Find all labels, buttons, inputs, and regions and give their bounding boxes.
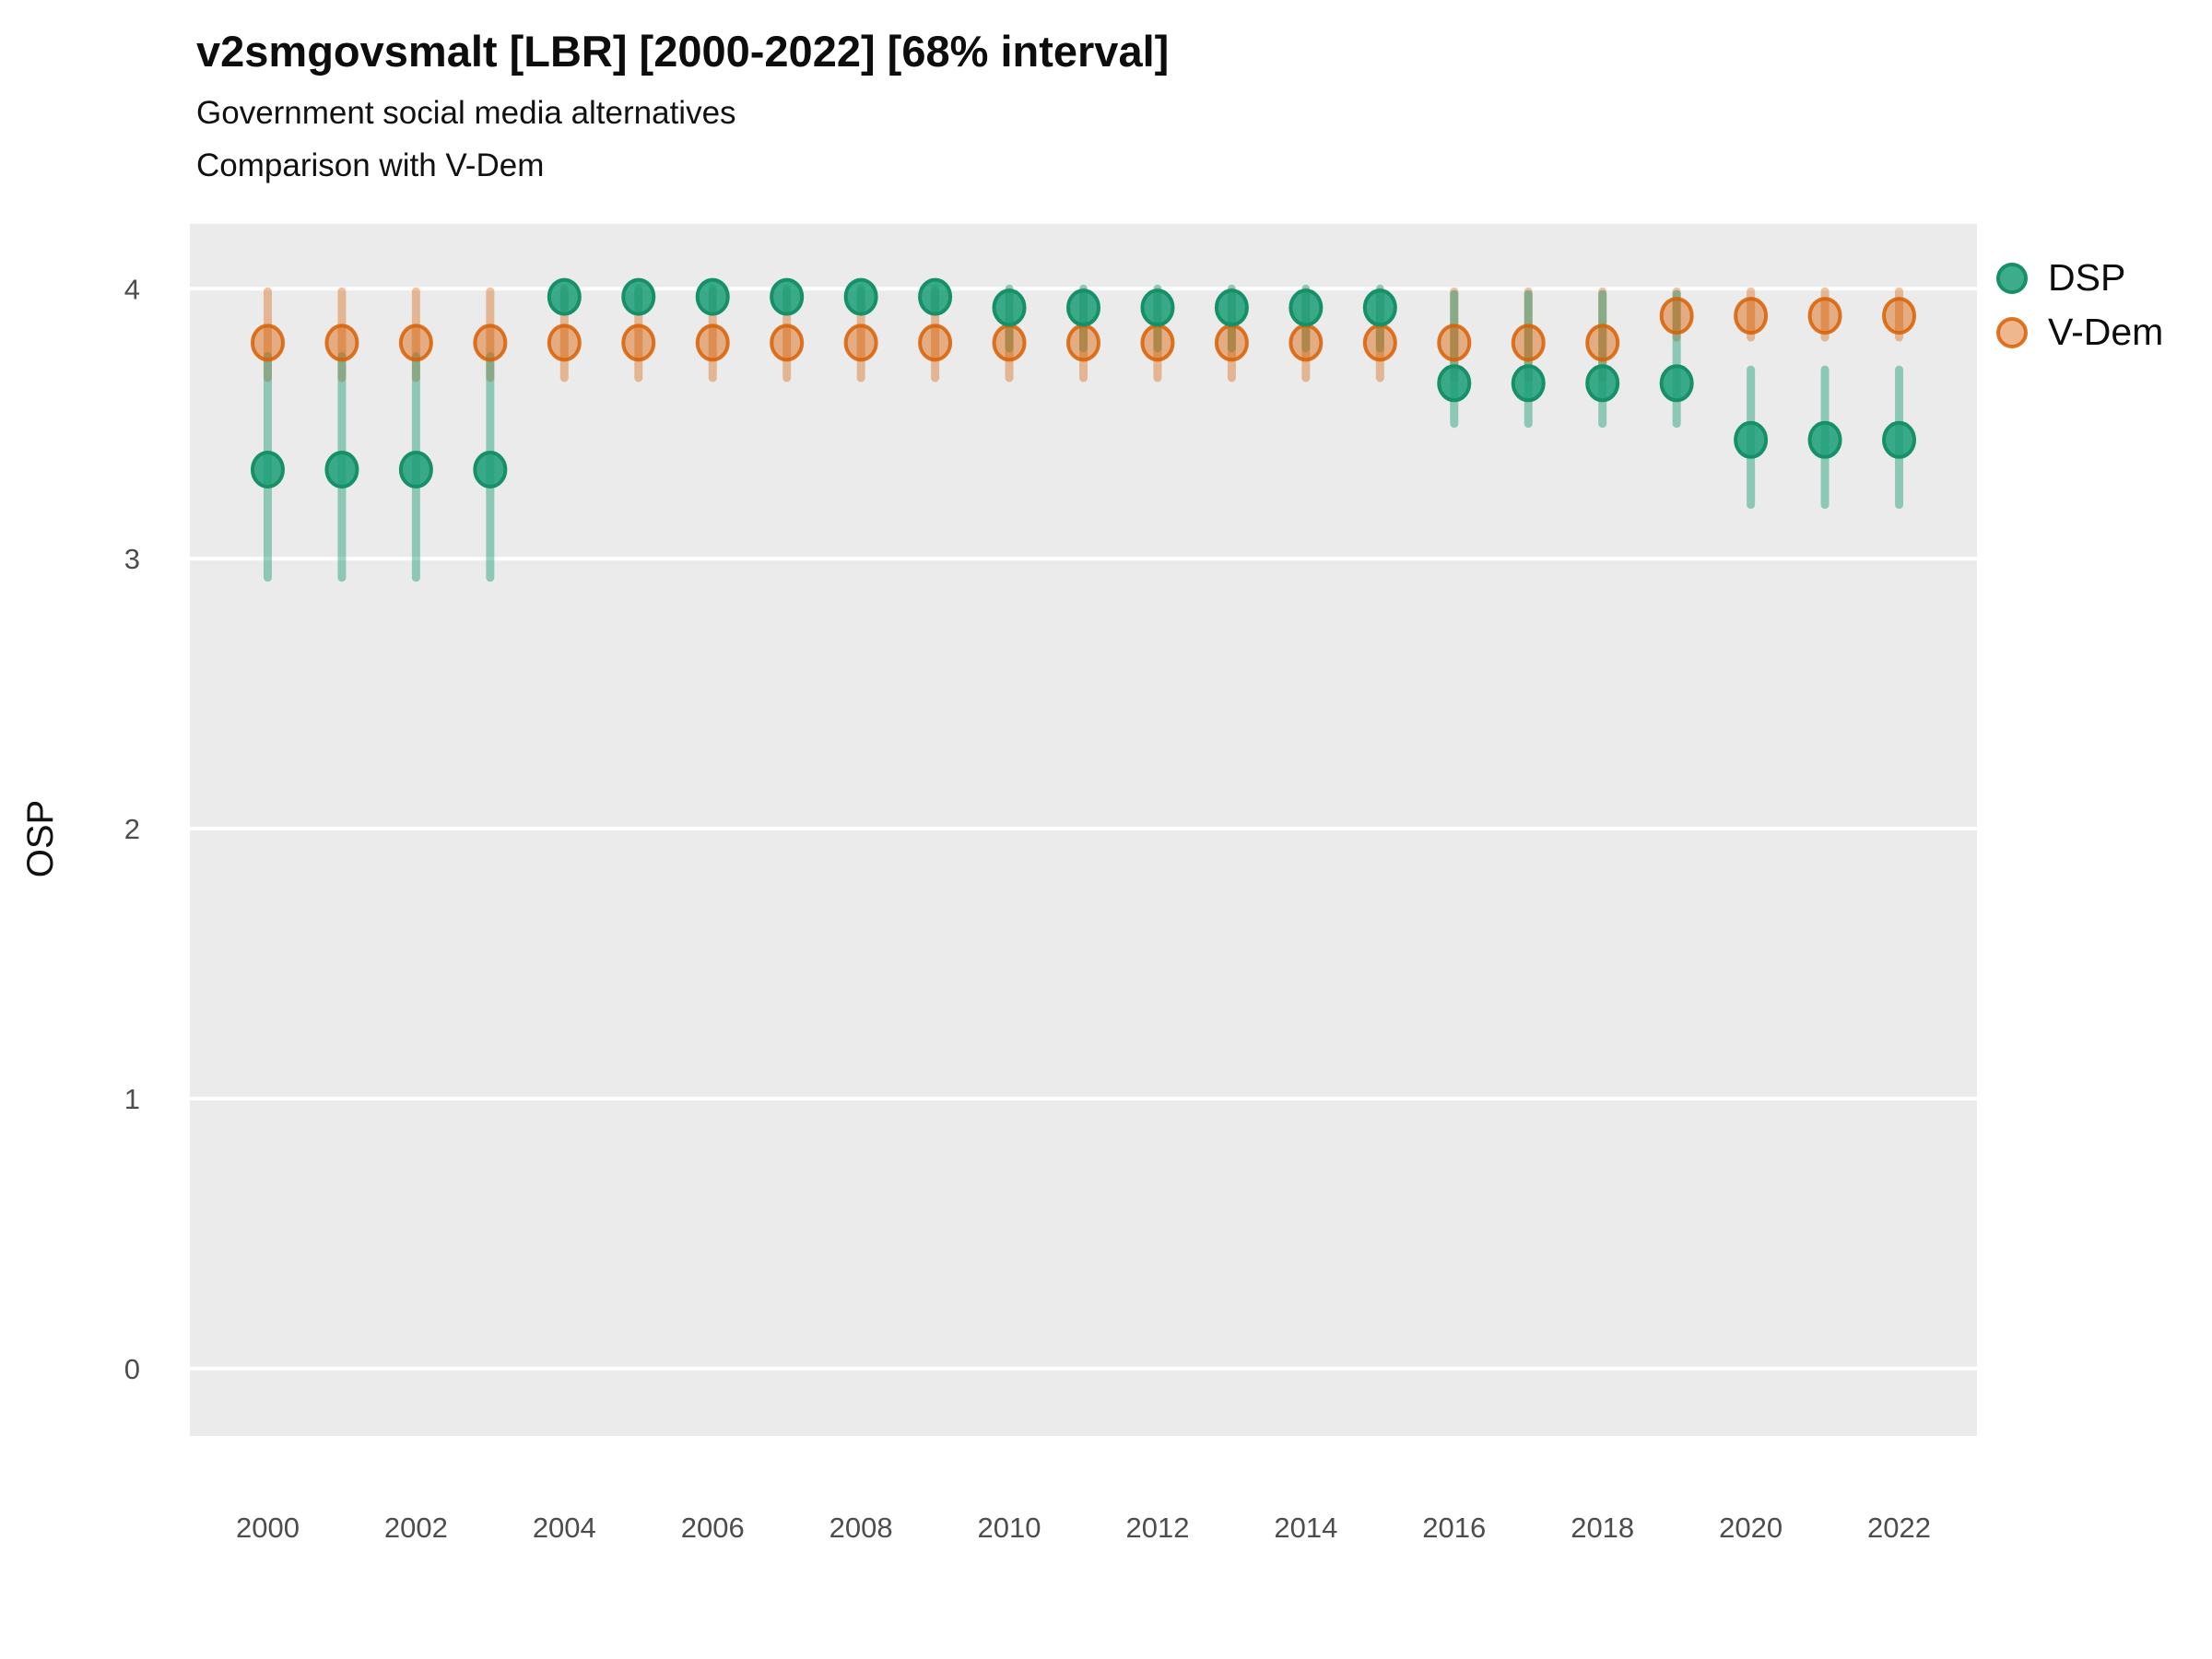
- dsp-point-2021: [1807, 420, 1842, 459]
- dsp-point-2001: [324, 451, 359, 489]
- vdem-point-2011: [1066, 324, 1100, 362]
- legend-label-dsp: DSP: [2048, 256, 2126, 299]
- vdem-point-2002: [398, 324, 433, 362]
- dsp-point-2022: [1882, 420, 1917, 459]
- vdem-point-2006: [695, 324, 730, 362]
- dsp-point-2014: [1288, 288, 1324, 327]
- dsp-point-2005: [621, 277, 656, 316]
- dsp-point-icon: [1996, 262, 2028, 294]
- vdem-point-2015: [1362, 324, 1397, 362]
- legend: DSP V-Dem: [1991, 251, 2163, 359]
- vdem-point-2020: [1734, 297, 1769, 335]
- dsp-point-2007: [770, 277, 805, 316]
- dsp-point-2020: [1734, 420, 1769, 459]
- dsp-point-2003: [473, 451, 508, 489]
- dsp-point-2010: [992, 288, 1027, 327]
- dsp-point-2004: [547, 277, 582, 316]
- dsp-point-2000: [250, 451, 285, 489]
- vdem-point-2018: [1585, 324, 1620, 362]
- vdem-point-2003: [473, 324, 508, 362]
- vdem-point-2014: [1288, 324, 1324, 362]
- y-tick-label-2: 2: [124, 813, 140, 845]
- y-tick-label-3: 3: [124, 543, 140, 575]
- dsp-point-2018: [1585, 364, 1620, 403]
- legend-item-vdem: V-Dem: [1991, 305, 2163, 359]
- dsp-point-2002: [398, 451, 433, 489]
- chart-subtitle-2: Comparison with V-Dem: [196, 147, 545, 183]
- vdem-point-2007: [770, 324, 805, 362]
- title-block: v2smgovsmalt [LBR] [2000-2022] [68% inte…: [196, 27, 1170, 183]
- vdem-point-2013: [1214, 324, 1249, 362]
- vdem-point-2004: [547, 324, 582, 362]
- vdem-point-2010: [992, 324, 1027, 362]
- dsp-point-2013: [1214, 288, 1249, 327]
- x-tick-label-2008: 2008: [830, 1512, 893, 1544]
- vdem-point-2005: [621, 324, 656, 362]
- chart-title: v2smgovsmalt [LBR] [2000-2022] [68% inte…: [196, 27, 1170, 76]
- legend-label-vdem: V-Dem: [2048, 311, 2164, 353]
- dsp-point-2006: [695, 277, 730, 316]
- vdem-point-2009: [918, 324, 953, 362]
- vdem-point-2021: [1807, 297, 1842, 335]
- x-tick-label-2020: 2020: [1719, 1512, 1783, 1544]
- vdem-point-2012: [1140, 324, 1175, 362]
- vdem-point-2017: [1511, 324, 1546, 362]
- vdem-point-2019: [1659, 297, 1694, 335]
- dsp-point-2019: [1659, 364, 1694, 403]
- x-tick-label-2016: 2016: [1422, 1512, 1486, 1544]
- x-tick-label-2000: 2000: [236, 1512, 300, 1544]
- x-tick-label-2004: 2004: [533, 1512, 596, 1544]
- vdem-point-2022: [1882, 297, 1917, 335]
- vdem-point-2001: [324, 324, 359, 362]
- dsp-point-2012: [1140, 288, 1175, 327]
- dsp-point-2015: [1362, 288, 1397, 327]
- x-tick-label-2002: 2002: [384, 1512, 448, 1544]
- y-tick-label-0: 0: [124, 1353, 140, 1385]
- vdem-point-2000: [250, 324, 285, 362]
- x-tick-label-2006: 2006: [681, 1512, 745, 1544]
- dsp-point-2008: [843, 277, 878, 316]
- vdem-point-2008: [843, 324, 878, 362]
- y-tick-label-4: 4: [124, 273, 140, 305]
- legend-item-dsp: DSP: [1991, 251, 2163, 305]
- vdem-point-2016: [1437, 324, 1472, 362]
- dsp-point-2011: [1066, 288, 1100, 327]
- x-tick-label-2010: 2010: [978, 1512, 1041, 1544]
- x-tick-label-2018: 2018: [1571, 1512, 1634, 1544]
- vdem-point-icon: [1996, 316, 2028, 348]
- x-tick-label-2012: 2012: [1125, 1512, 1189, 1544]
- x-tick-label-2014: 2014: [1274, 1512, 1337, 1544]
- x-tick-label-2022: 2022: [1867, 1512, 1931, 1544]
- dsp-point-2017: [1511, 364, 1546, 403]
- dsp-point-2016: [1437, 364, 1472, 403]
- dsp-point-2009: [918, 277, 953, 316]
- chart-subtitle-1: Government social media alternatives: [196, 94, 736, 131]
- y-tick-label-1: 1: [124, 1083, 140, 1115]
